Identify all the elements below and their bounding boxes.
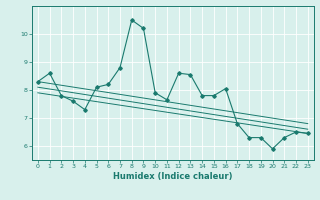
X-axis label: Humidex (Indice chaleur): Humidex (Indice chaleur) <box>113 172 233 181</box>
